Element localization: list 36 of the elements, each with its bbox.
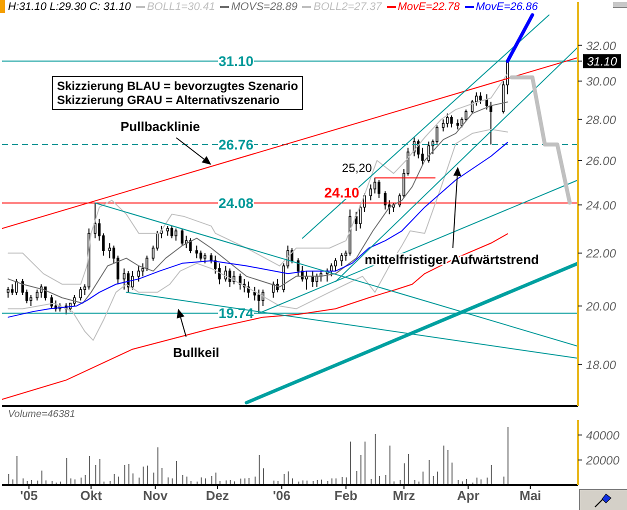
y-tick-label: 32.00 xyxy=(586,38,616,53)
legend-label: BOLL2=27.37 xyxy=(313,1,382,13)
x-tick-label: Mrz xyxy=(392,488,416,504)
legend-label: BOLL1=30.41 xyxy=(146,1,216,13)
y-tick-label: 40000 xyxy=(586,428,620,442)
y-tick-label: 31.10 xyxy=(586,54,618,69)
ref-line-label: 31.10 xyxy=(218,53,254,70)
x-tick-label: Okt xyxy=(80,488,103,504)
y-tick-label: 20.00 xyxy=(585,299,616,314)
y-tick-label: 28.00 xyxy=(585,112,616,127)
annotation: Skizzierung GRAU = Alternativszenario xyxy=(57,93,281,107)
ref-line-label: 24.08 xyxy=(218,195,254,212)
x-tick-label: Feb xyxy=(334,488,358,504)
chart-title: H:31.10 L:29.30 C: 31.10 xyxy=(8,1,131,13)
annotation: 25,20 xyxy=(342,160,372,175)
chart-title: Volume=46381 xyxy=(8,409,76,421)
y-tick-label: 24.00 xyxy=(585,198,616,212)
x-tick-label: Dez xyxy=(206,488,230,504)
x-tick-label: Apr xyxy=(456,488,480,504)
annotation: Bullkeil xyxy=(172,344,220,360)
annotation: Pullbacklinie xyxy=(120,118,200,134)
y-tick-label: 18.00 xyxy=(586,358,616,372)
ref-line-label: 19.74 xyxy=(218,305,254,322)
y-tick-label: 22.00 xyxy=(585,246,616,261)
legend-label: MovE=26.86 xyxy=(476,1,538,13)
y-tick-label: 26.00 xyxy=(585,154,616,168)
y-tick-label: 20000 xyxy=(585,454,620,468)
annotation: Skizzierung BLAU = bevorzugtes Szenario xyxy=(57,79,298,93)
x-tick-label: '05 xyxy=(20,488,38,504)
legend-label: MOVS=28.89 xyxy=(231,1,298,13)
x-tick-label: Mai xyxy=(520,488,542,504)
y-tick-label: 30.00 xyxy=(586,74,616,89)
x-tick-label: Nov xyxy=(143,488,168,504)
ref-line-label: 26.76 xyxy=(218,136,254,153)
legend-label: MovE=22.78 xyxy=(398,1,460,13)
x-tick-label: '06 xyxy=(272,488,290,504)
